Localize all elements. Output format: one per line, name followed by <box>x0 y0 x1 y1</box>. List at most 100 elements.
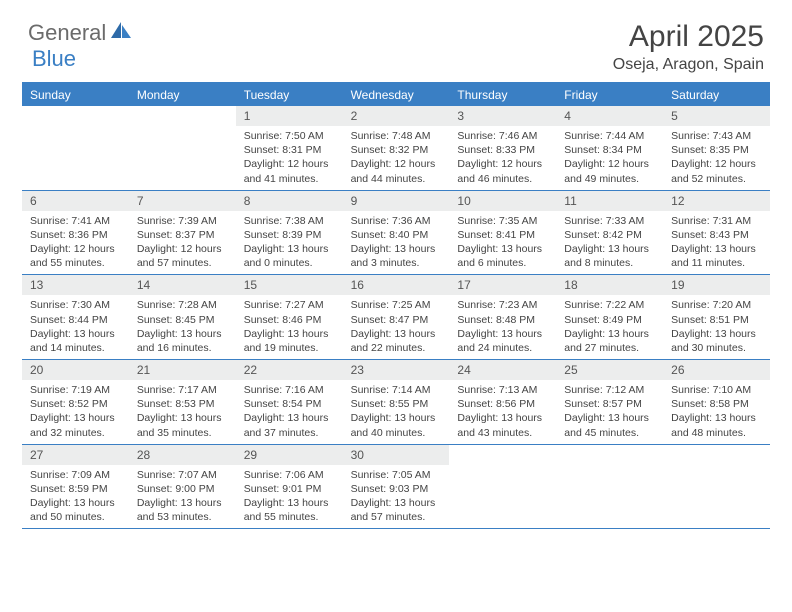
day-cell: 14Sunrise: 7:28 AMSunset: 8:45 PMDayligh… <box>129 275 236 359</box>
day-details: Sunrise: 7:43 AMSunset: 8:35 PMDaylight:… <box>663 126 770 190</box>
day-number: 21 <box>129 360 236 380</box>
day-number: 28 <box>129 445 236 465</box>
day-details: Sunrise: 7:06 AMSunset: 9:01 PMDaylight:… <box>236 465 343 529</box>
day-cell: 6Sunrise: 7:41 AMSunset: 8:36 PMDaylight… <box>22 191 129 275</box>
day-cell: 1Sunrise: 7:50 AMSunset: 8:31 PMDaylight… <box>236 106 343 190</box>
month-title: April 2025 <box>613 20 764 54</box>
weekday-header: Thursday <box>449 84 556 106</box>
day-cell: 7Sunrise: 7:39 AMSunset: 8:37 PMDaylight… <box>129 191 236 275</box>
day-number: 27 <box>22 445 129 465</box>
day-cell <box>663 445 770 529</box>
day-cell: 22Sunrise: 7:16 AMSunset: 8:54 PMDayligh… <box>236 360 343 444</box>
day-cell: 18Sunrise: 7:22 AMSunset: 8:49 PMDayligh… <box>556 275 663 359</box>
day-details: Sunrise: 7:28 AMSunset: 8:45 PMDaylight:… <box>129 295 236 359</box>
day-number: 1 <box>236 106 343 126</box>
day-cell: 15Sunrise: 7:27 AMSunset: 8:46 PMDayligh… <box>236 275 343 359</box>
day-details: Sunrise: 7:14 AMSunset: 8:55 PMDaylight:… <box>343 380 450 444</box>
day-cell: 8Sunrise: 7:38 AMSunset: 8:39 PMDaylight… <box>236 191 343 275</box>
location: Oseja, Aragon, Spain <box>613 56 764 74</box>
day-details: Sunrise: 7:50 AMSunset: 8:31 PMDaylight:… <box>236 126 343 190</box>
weekday-header: Friday <box>556 84 663 106</box>
day-cell: 21Sunrise: 7:17 AMSunset: 8:53 PMDayligh… <box>129 360 236 444</box>
day-number: 15 <box>236 275 343 295</box>
day-number: 3 <box>449 106 556 126</box>
logo-text-general: General <box>28 20 106 46</box>
day-details: Sunrise: 7:19 AMSunset: 8:52 PMDaylight:… <box>22 380 129 444</box>
day-number: 22 <box>236 360 343 380</box>
day-cell: 27Sunrise: 7:09 AMSunset: 8:59 PMDayligh… <box>22 445 129 529</box>
day-details: Sunrise: 7:05 AMSunset: 9:03 PMDaylight:… <box>343 465 450 529</box>
day-cell <box>449 445 556 529</box>
day-number: 16 <box>343 275 450 295</box>
day-number: 4 <box>556 106 663 126</box>
day-cell: 13Sunrise: 7:30 AMSunset: 8:44 PMDayligh… <box>22 275 129 359</box>
day-details: Sunrise: 7:39 AMSunset: 8:37 PMDaylight:… <box>129 211 236 275</box>
day-number: 29 <box>236 445 343 465</box>
day-cell: 17Sunrise: 7:23 AMSunset: 8:48 PMDayligh… <box>449 275 556 359</box>
calendar: SundayMondayTuesdayWednesdayThursdayFrid… <box>22 82 770 529</box>
day-cell: 4Sunrise: 7:44 AMSunset: 8:34 PMDaylight… <box>556 106 663 190</box>
day-cell: 19Sunrise: 7:20 AMSunset: 8:51 PMDayligh… <box>663 275 770 359</box>
week-row: 20Sunrise: 7:19 AMSunset: 8:52 PMDayligh… <box>22 360 770 445</box>
day-details: Sunrise: 7:25 AMSunset: 8:47 PMDaylight:… <box>343 295 450 359</box>
weekday-row: SundayMondayTuesdayWednesdayThursdayFrid… <box>22 84 770 106</box>
day-number: 2 <box>343 106 450 126</box>
weekday-header: Monday <box>129 84 236 106</box>
day-details: Sunrise: 7:36 AMSunset: 8:40 PMDaylight:… <box>343 211 450 275</box>
day-number: 12 <box>663 191 770 211</box>
logo-blue-row: Blue <box>32 46 76 72</box>
day-details: Sunrise: 7:16 AMSunset: 8:54 PMDaylight:… <box>236 380 343 444</box>
day-cell <box>129 106 236 190</box>
day-number: 24 <box>449 360 556 380</box>
weekday-header: Saturday <box>663 84 770 106</box>
day-number: 14 <box>129 275 236 295</box>
day-details: Sunrise: 7:41 AMSunset: 8:36 PMDaylight:… <box>22 211 129 275</box>
day-number: 11 <box>556 191 663 211</box>
day-number: 18 <box>556 275 663 295</box>
day-number: 25 <box>556 360 663 380</box>
day-details: Sunrise: 7:33 AMSunset: 8:42 PMDaylight:… <box>556 211 663 275</box>
logo: General <box>28 20 134 46</box>
day-cell <box>22 106 129 190</box>
day-cell: 23Sunrise: 7:14 AMSunset: 8:55 PMDayligh… <box>343 360 450 444</box>
week-row: 1Sunrise: 7:50 AMSunset: 8:31 PMDaylight… <box>22 106 770 191</box>
day-number: 8 <box>236 191 343 211</box>
day-details: Sunrise: 7:17 AMSunset: 8:53 PMDaylight:… <box>129 380 236 444</box>
day-number-empty <box>556 445 663 465</box>
day-details: Sunrise: 7:31 AMSunset: 8:43 PMDaylight:… <box>663 211 770 275</box>
day-cell: 10Sunrise: 7:35 AMSunset: 8:41 PMDayligh… <box>449 191 556 275</box>
day-cell: 3Sunrise: 7:46 AMSunset: 8:33 PMDaylight… <box>449 106 556 190</box>
day-cell: 26Sunrise: 7:10 AMSunset: 8:58 PMDayligh… <box>663 360 770 444</box>
day-number: 5 <box>663 106 770 126</box>
weekday-header: Wednesday <box>343 84 450 106</box>
header: General April 2025 Oseja, Aragon, Spain <box>0 0 792 82</box>
day-details: Sunrise: 7:46 AMSunset: 8:33 PMDaylight:… <box>449 126 556 190</box>
day-details: Sunrise: 7:44 AMSunset: 8:34 PMDaylight:… <box>556 126 663 190</box>
day-number: 17 <box>449 275 556 295</box>
day-number: 19 <box>663 275 770 295</box>
day-cell: 11Sunrise: 7:33 AMSunset: 8:42 PMDayligh… <box>556 191 663 275</box>
day-details: Sunrise: 7:35 AMSunset: 8:41 PMDaylight:… <box>449 211 556 275</box>
day-details: Sunrise: 7:48 AMSunset: 8:32 PMDaylight:… <box>343 126 450 190</box>
weekday-header: Tuesday <box>236 84 343 106</box>
day-number: 26 <box>663 360 770 380</box>
day-details: Sunrise: 7:13 AMSunset: 8:56 PMDaylight:… <box>449 380 556 444</box>
day-number: 13 <box>22 275 129 295</box>
day-cell: 12Sunrise: 7:31 AMSunset: 8:43 PMDayligh… <box>663 191 770 275</box>
week-row: 27Sunrise: 7:09 AMSunset: 8:59 PMDayligh… <box>22 445 770 530</box>
week-row: 13Sunrise: 7:30 AMSunset: 8:44 PMDayligh… <box>22 275 770 360</box>
day-details: Sunrise: 7:38 AMSunset: 8:39 PMDaylight:… <box>236 211 343 275</box>
day-number: 9 <box>343 191 450 211</box>
day-number: 23 <box>343 360 450 380</box>
day-details: Sunrise: 7:20 AMSunset: 8:51 PMDaylight:… <box>663 295 770 359</box>
day-cell: 20Sunrise: 7:19 AMSunset: 8:52 PMDayligh… <box>22 360 129 444</box>
day-cell: 5Sunrise: 7:43 AMSunset: 8:35 PMDaylight… <box>663 106 770 190</box>
logo-sail-icon <box>110 21 132 44</box>
day-cell: 29Sunrise: 7:06 AMSunset: 9:01 PMDayligh… <box>236 445 343 529</box>
day-details: Sunrise: 7:12 AMSunset: 8:57 PMDaylight:… <box>556 380 663 444</box>
day-details: Sunrise: 7:27 AMSunset: 8:46 PMDaylight:… <box>236 295 343 359</box>
day-number: 30 <box>343 445 450 465</box>
weeks-grid: 1Sunrise: 7:50 AMSunset: 8:31 PMDaylight… <box>22 106 770 529</box>
day-cell: 2Sunrise: 7:48 AMSunset: 8:32 PMDaylight… <box>343 106 450 190</box>
weekday-header: Sunday <box>22 84 129 106</box>
